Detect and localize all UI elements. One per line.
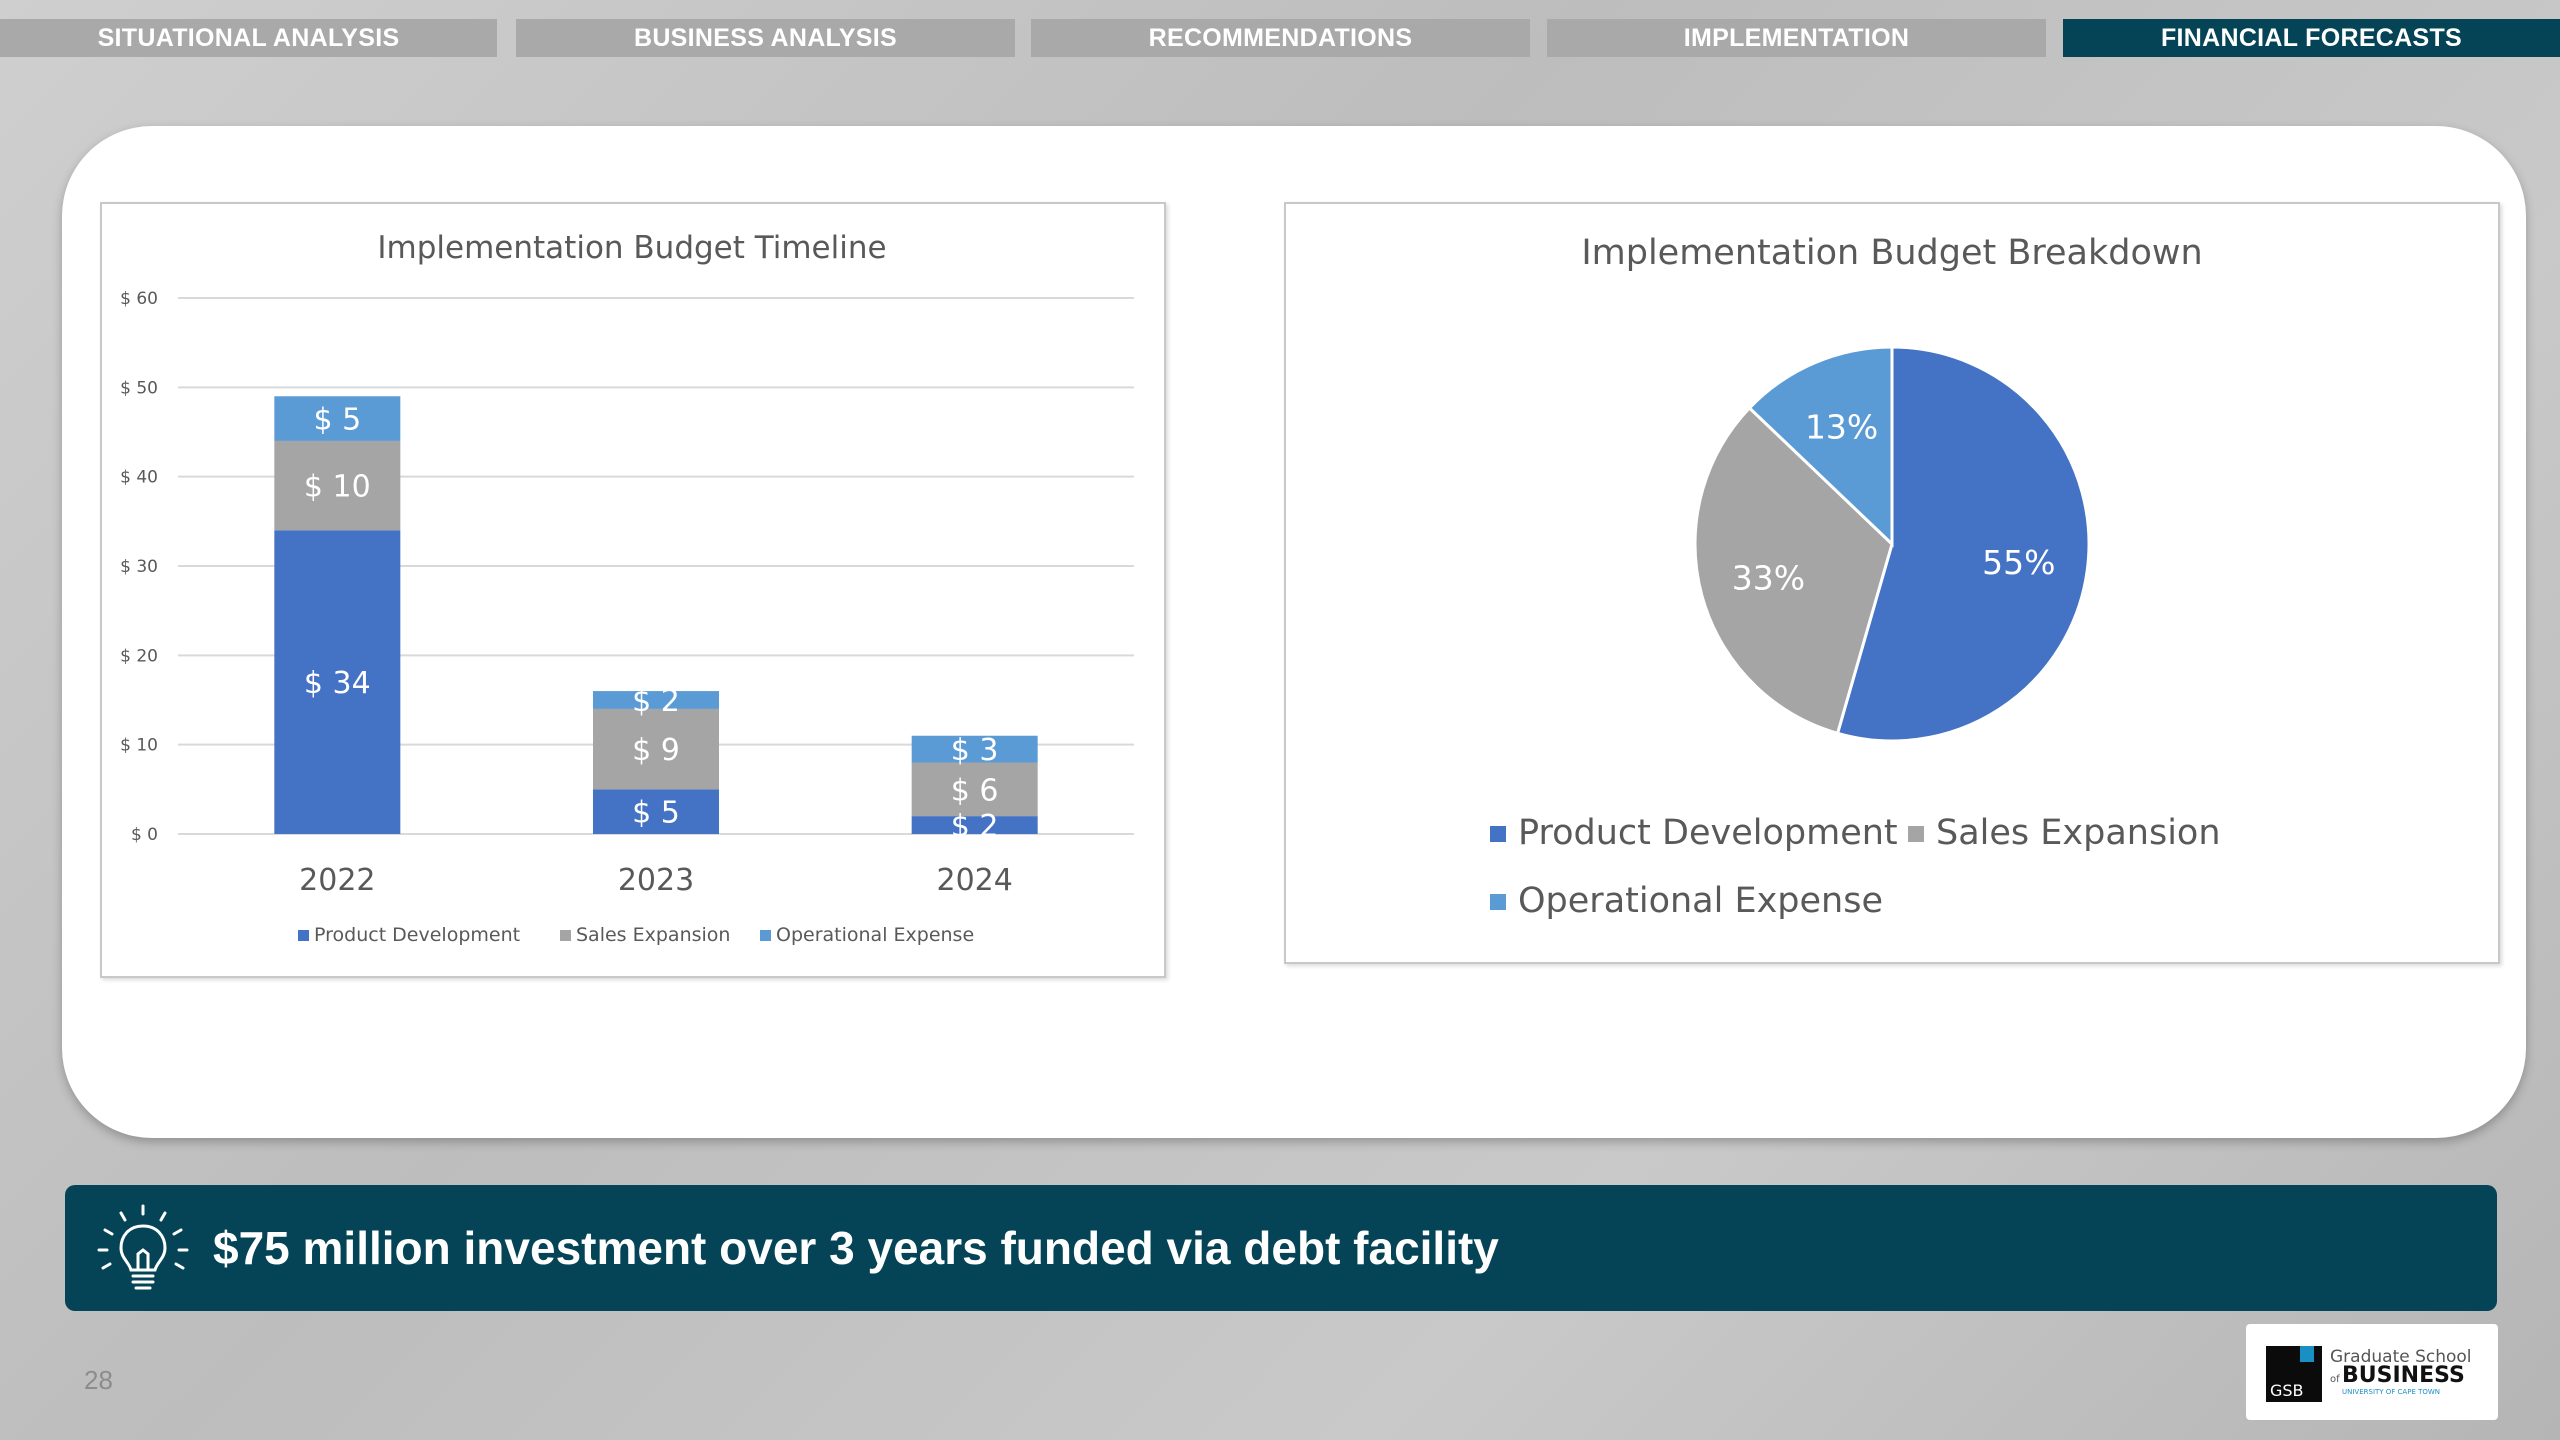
pie-slice [1693, 405, 1894, 736]
legend-entry: Sales Expansion [576, 924, 730, 946]
pie-data-label: 55% [1982, 543, 2055, 582]
bar-data-label: $ 2 [951, 809, 999, 844]
bar-segment [274, 396, 401, 441]
bar-chart: Implementation Budget Timeline $ 0 $ 10 $ … [120, 230, 1134, 946]
legend-swatch [1908, 826, 1924, 842]
tab-situational-analysis[interactable]: SITUATIONAL ANALYSIS [0, 19, 497, 57]
gsb-logo: GSB Graduate School of BUSINESS UNIVERSI… [2246, 1324, 2498, 1420]
legend-swatch [298, 930, 309, 941]
x-tick-label: 2024 [936, 863, 1012, 898]
logo-university: UNIVERSITY OF CAPE TOWN [2342, 1388, 2440, 1396]
pie-data-label: 13% [1805, 407, 1878, 446]
legend-swatch [1490, 826, 1506, 842]
bar-data-label: $ 3 [951, 733, 999, 768]
page-number: 28 [84, 1365, 113, 1395]
x-tick-label: 2023 [618, 863, 694, 898]
tab-financial-forecasts[interactable]: FINANCIAL FORECASTS [2063, 19, 2560, 57]
x-tick-label: 2022 [299, 863, 375, 898]
logo-of: of [2330, 1374, 2340, 1385]
y-tick-label: $ 20 [120, 646, 158, 666]
pie-slice [1835, 345, 2091, 743]
bar-segment [593, 789, 719, 834]
pie-chart-title: Implementation Budget Breakdown [1581, 233, 2202, 273]
legend-swatch [760, 930, 771, 941]
legend-entry: Product Development [314, 924, 520, 946]
bar-segment [274, 440, 401, 531]
legend-entry: Operational Expense [776, 924, 974, 946]
bar-segment [911, 735, 1038, 763]
logo-school: Graduate School [2330, 1347, 2472, 1367]
bar-segment [593, 708, 719, 790]
pie-data-label: 33% [1732, 558, 1805, 597]
y-tick-label: $ 30 [120, 557, 158, 577]
tab-recommendations[interactable]: RECOMMENDATIONS [1031, 19, 1530, 57]
y-tick-label: $ 0 [131, 825, 158, 845]
bar-data-label: $ 34 [304, 666, 371, 701]
bar-data-label: $ 2 [632, 684, 680, 719]
y-tick-label: $ 50 [120, 378, 158, 398]
y-tick-label: $ 40 [120, 468, 158, 488]
bar-data-label: $ 5 [313, 403, 361, 438]
section-nav: SITUATIONAL ANALYSIS BUSINESS ANALYSIS R… [0, 19, 2560, 57]
pie-chart-frame: Implementation Budget Breakdown 55% 33% 13… [1284, 202, 2500, 964]
logo-badge: GSB [2270, 1381, 2304, 1400]
bar-segment [593, 691, 719, 709]
y-tick-label: $ 10 [120, 736, 158, 756]
pie-slice [1747, 345, 1894, 548]
tab-business-analysis[interactable]: BUSINESS ANALYSIS [516, 19, 1015, 57]
legend-entry: Product Development [1518, 813, 1898, 853]
legend-swatch [1490, 894, 1506, 910]
bar-chart-frame: Implementation Budget Timeline $ 0 $ 10 $ … [100, 202, 1166, 978]
legend-entry: Operational Expense [1518, 881, 1883, 921]
bar-segment [911, 762, 1038, 817]
key-message-banner: $75 million investment over 3 years fund… [65, 1185, 2497, 1311]
tab-implementation[interactable]: IMPLEMENTATION [1547, 19, 2046, 57]
bar-data-label: $ 5 [632, 796, 680, 831]
y-tick-label: $ 60 [120, 289, 158, 309]
legend-swatch [560, 930, 571, 941]
legend-entry: Sales Expansion [1936, 813, 2221, 853]
bar-data-label: $ 9 [632, 733, 680, 768]
bar-chart-title: Implementation Budget Timeline [377, 230, 886, 266]
bar-segment [911, 816, 1038, 834]
pie-chart: Implementation Budget Breakdown 55% 33% 13… [1490, 233, 2221, 921]
bar-segment [274, 530, 401, 834]
bar-data-label: $ 10 [304, 470, 371, 505]
bar-data-label: $ 6 [951, 773, 999, 808]
lightbulb-icon [93, 1198, 193, 1298]
banner-text: $75 million investment over 3 years fund… [213, 1222, 1499, 1274]
logo-business: BUSINESS [2342, 1363, 2465, 1388]
